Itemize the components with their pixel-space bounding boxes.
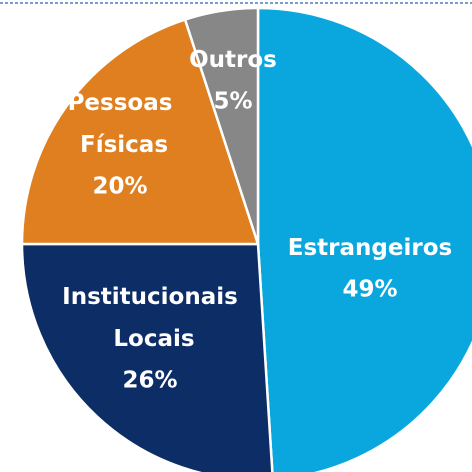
- pie-slice: [20, 17, 260, 246]
- slice-value-label: 20%: [92, 174, 147, 200]
- slice-label: Pessoas Físicas: [68, 90, 173, 158]
- slice-label: Estrangeiros: [288, 235, 452, 261]
- pie: [20, 6, 472, 472]
- pie-slice: [183, 6, 260, 245]
- slice-label: Institucionais Locais: [62, 284, 238, 352]
- pie-slice: [256, 6, 472, 472]
- slice-label: Outros: [189, 47, 277, 73]
- slice-value-label: 26%: [122, 368, 177, 394]
- slice-value-label: 49%: [342, 277, 397, 303]
- slice-value-label: 5%: [213, 89, 252, 115]
- labels: Estrangeiros 49% Institucionais Locais 26% P…: [62, 47, 452, 394]
- pie-slice: [20, 242, 274, 472]
